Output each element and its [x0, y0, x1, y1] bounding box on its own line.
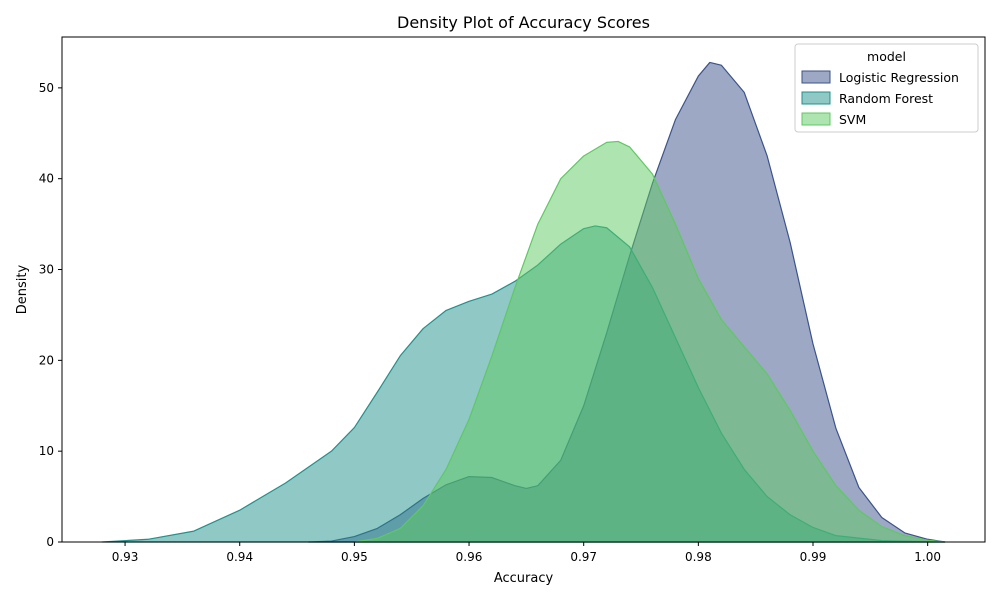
y-tick-label: 30 [39, 263, 54, 277]
x-tick-label: 0.97 [570, 550, 597, 564]
x-tick-label: 0.98 [685, 550, 712, 564]
density-area-2 [353, 140, 946, 543]
density-areas [101, 61, 946, 543]
y-axis: 0 10 20 30 40 50 [39, 81, 62, 549]
legend-label-0: Logistic Regression [839, 70, 959, 85]
legend-box [794, 43, 979, 133]
x-axis: 0.93 0.94 0.95 0.96 0.97 0.98 0.99 1.00 [112, 542, 941, 564]
x-tick-label: 1.00 [914, 550, 941, 564]
legend-items: Logistic Regression Random Forest SVM [801, 70, 959, 127]
legend-label-2: SVM [839, 112, 866, 127]
legend: model Logistic Regression Random Forest SV… [794, 43, 979, 133]
x-tick-label: 0.95 [341, 550, 368, 564]
x-tick-label: 0.93 [112, 550, 139, 564]
plot-frame [61, 36, 986, 543]
y-tick-label: 40 [39, 172, 54, 186]
legend-swatch-1 [801, 91, 831, 105]
x-tick-label: 0.99 [800, 550, 827, 564]
legend-swatch-2 [801, 112, 831, 126]
y-tick-label: 0 [46, 535, 54, 549]
x-tick-label: 0.96 [456, 550, 483, 564]
y-axis-title: Density [15, 264, 30, 314]
x-tick-label: 0.94 [226, 550, 253, 564]
y-tick-label: 10 [39, 444, 54, 458]
y-tick-label: 50 [39, 81, 54, 95]
y-tick-label: 20 [39, 353, 54, 367]
chart-title: Density Plot of Accuracy Scores [397, 13, 650, 32]
legend-label-1: Random Forest [839, 91, 933, 106]
x-axis-title: Accuracy [494, 571, 554, 586]
legend-swatch-0 [801, 70, 831, 84]
legend-title: model [867, 49, 906, 64]
